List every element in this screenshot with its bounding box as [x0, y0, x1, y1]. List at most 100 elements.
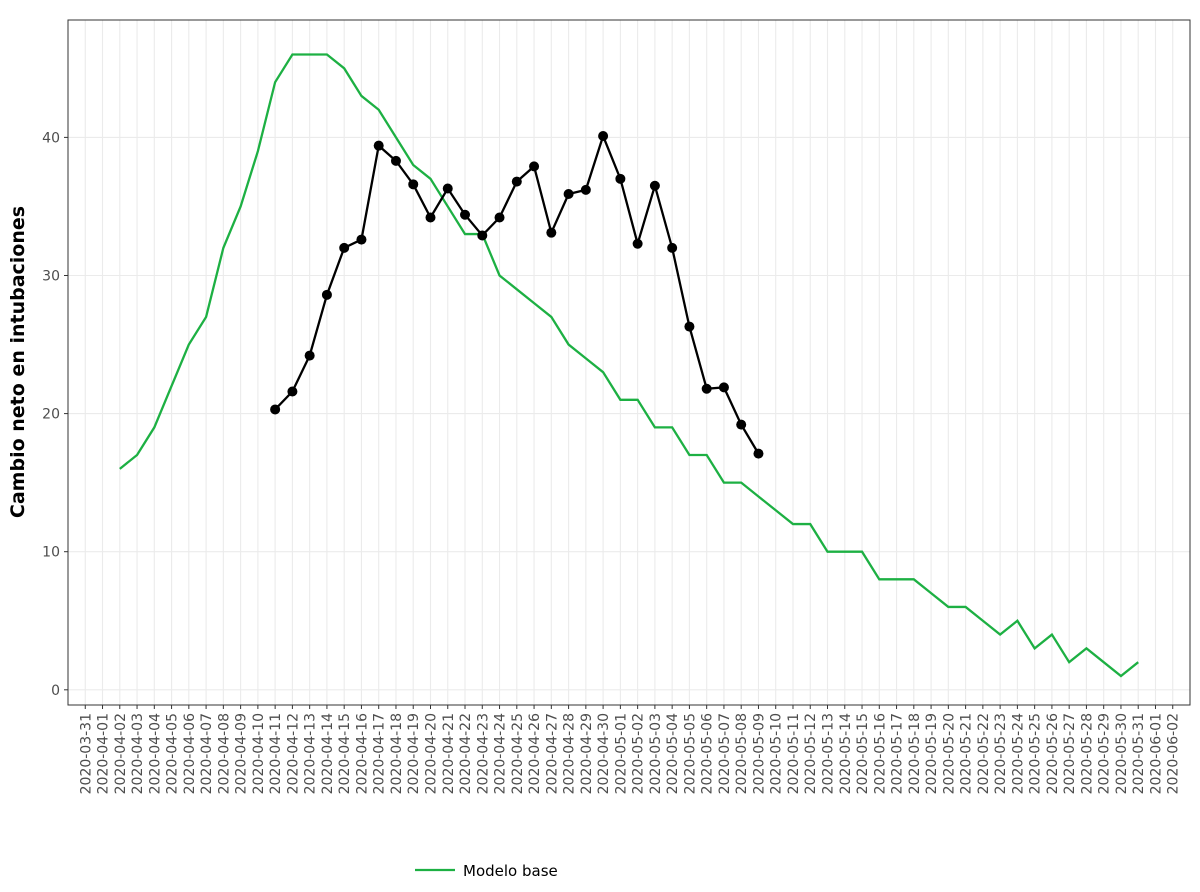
x-tick-label: 2020-04-08 [216, 713, 232, 794]
x-tick-label: 2020-05-31 [1131, 713, 1147, 794]
data-point [580, 184, 591, 195]
data-point [511, 176, 522, 187]
x-tick-label: 2020-05-16 [872, 713, 888, 794]
x-tick-label: 2020-05-15 [855, 713, 871, 794]
x-tick-label: 2020-05-23 [993, 713, 1009, 794]
x-tick-label: 2020-06-01 [1148, 713, 1164, 794]
x-tick-label: 2020-04-10 [251, 713, 267, 794]
x-tick-label: 2020-05-21 [959, 713, 975, 794]
x-tick-label: 2020-04-27 [544, 713, 560, 794]
data-point [304, 350, 315, 361]
data-point [563, 189, 574, 200]
data-point [270, 404, 281, 415]
data-point [460, 209, 471, 220]
data-point [321, 289, 332, 300]
data-point [390, 155, 401, 166]
y-tick-label: 30 [42, 268, 60, 284]
x-tick-label: 2020-04-16 [354, 713, 370, 794]
x-tick-label: 2020-04-09 [234, 713, 250, 794]
data-point [529, 161, 540, 172]
x-tick-label: 2020-05-24 [1010, 713, 1026, 794]
x-tick-label: 2020-05-10 [769, 713, 785, 794]
x-tick-label: 2020-05-11 [786, 713, 802, 794]
x-tick-label: 2020-05-08 [734, 713, 750, 794]
x-tick-label: 2020-04-29 [579, 713, 595, 794]
x-tick-label: 2020-05-30 [1114, 713, 1130, 794]
data-point [356, 234, 367, 245]
x-tick-label: 2020-04-05 [165, 713, 181, 794]
x-tick-label: 2020-05-02 [631, 713, 647, 794]
data-point [546, 227, 557, 238]
x-tick-label: 2020-04-26 [527, 713, 543, 794]
x-tick-label: 2020-05-12 [803, 713, 819, 794]
x-tick-label: 2020-04-19 [406, 713, 422, 794]
data-point [287, 386, 298, 397]
series-line [119, 53, 1139, 678]
x-tick-label: 2020-04-03 [130, 713, 146, 794]
data-point [632, 238, 643, 249]
x-tick-label: 2020-04-06 [182, 713, 198, 794]
x-tick-label: 2020-05-22 [976, 713, 992, 794]
y-axis-title: Cambio neto en intubaciones [7, 206, 29, 518]
y-tick-label: 0 [51, 683, 60, 699]
x-tick-label: 2020-05-09 [751, 713, 767, 794]
x-tick-label: 2020-04-02 [113, 713, 129, 794]
data-point [649, 180, 660, 191]
x-tick-label: 2020-05-03 [648, 713, 664, 794]
data-point [753, 448, 764, 459]
legend-label: Modelo base [463, 862, 558, 880]
data-point [477, 230, 488, 241]
x-tick-label: 2020-04-15 [337, 713, 353, 794]
x-tick-label: 2020-04-01 [96, 713, 112, 794]
x-tick-label: 2020-05-20 [941, 713, 957, 794]
x-tick-label: 2020-05-18 [907, 713, 923, 794]
data-point [373, 140, 384, 151]
data-point [598, 131, 609, 142]
x-tick-label: 2020-05-28 [1079, 713, 1095, 794]
data-point [667, 242, 678, 253]
x-tick-label: 2020-05-26 [1045, 713, 1061, 794]
data-point [684, 321, 695, 332]
x-tick-label: 2020-05-01 [613, 713, 629, 794]
x-tick-label: 2020-05-25 [1028, 713, 1044, 794]
x-tick-label: 2020-05-05 [682, 713, 698, 794]
data-point [408, 179, 419, 190]
x-tick-label: 2020-04-13 [303, 713, 319, 794]
x-tick-label: 2020-05-17 [890, 713, 906, 794]
x-tick-label: 2020-04-21 [441, 713, 457, 794]
x-tick-label: 2020-05-14 [838, 713, 854, 794]
data-point [339, 242, 350, 253]
x-tick-label: 2020-04-30 [596, 713, 612, 794]
y-tick-label: 10 [42, 545, 60, 561]
x-tick-label: 2020-06-02 [1166, 713, 1182, 794]
data-point [615, 173, 626, 184]
x-tick-label: 2020-04-25 [510, 713, 526, 794]
x-tick-label: 2020-04-18 [389, 713, 405, 794]
x-tick-label: 2020-05-07 [717, 713, 733, 794]
data-point [494, 212, 505, 223]
x-tick-label: 2020-04-12 [285, 713, 301, 794]
x-tick-label: 2020-04-17 [372, 713, 388, 794]
x-tick-label: 2020-04-04 [147, 713, 163, 794]
x-tick-label: 2020-04-14 [320, 713, 336, 794]
x-tick-label: 2020-05-27 [1062, 713, 1078, 794]
x-tick-label: 2020-05-04 [665, 713, 681, 794]
x-tick-label: 2020-05-19 [924, 713, 940, 794]
x-tick-label: 2020-05-06 [700, 713, 716, 794]
x-tick-label: 2020-03-31 [78, 713, 94, 794]
y-tick-label: 20 [42, 407, 60, 423]
data-point [442, 183, 453, 194]
x-tick-label: 2020-04-28 [562, 713, 578, 794]
x-tick-label: 2020-04-24 [493, 713, 509, 794]
x-tick-label: 2020-05-13 [821, 713, 837, 794]
data-point [425, 212, 436, 223]
x-tick-label: 2020-05-29 [1097, 713, 1113, 794]
data-point [736, 419, 747, 430]
x-tick-label: 2020-04-07 [199, 713, 215, 794]
x-tick-label: 2020-04-11 [268, 713, 284, 794]
x-tick-label: 2020-04-22 [458, 713, 474, 794]
data-point [701, 383, 712, 394]
data-point [718, 382, 729, 393]
x-tick-label: 2020-04-23 [475, 713, 491, 794]
